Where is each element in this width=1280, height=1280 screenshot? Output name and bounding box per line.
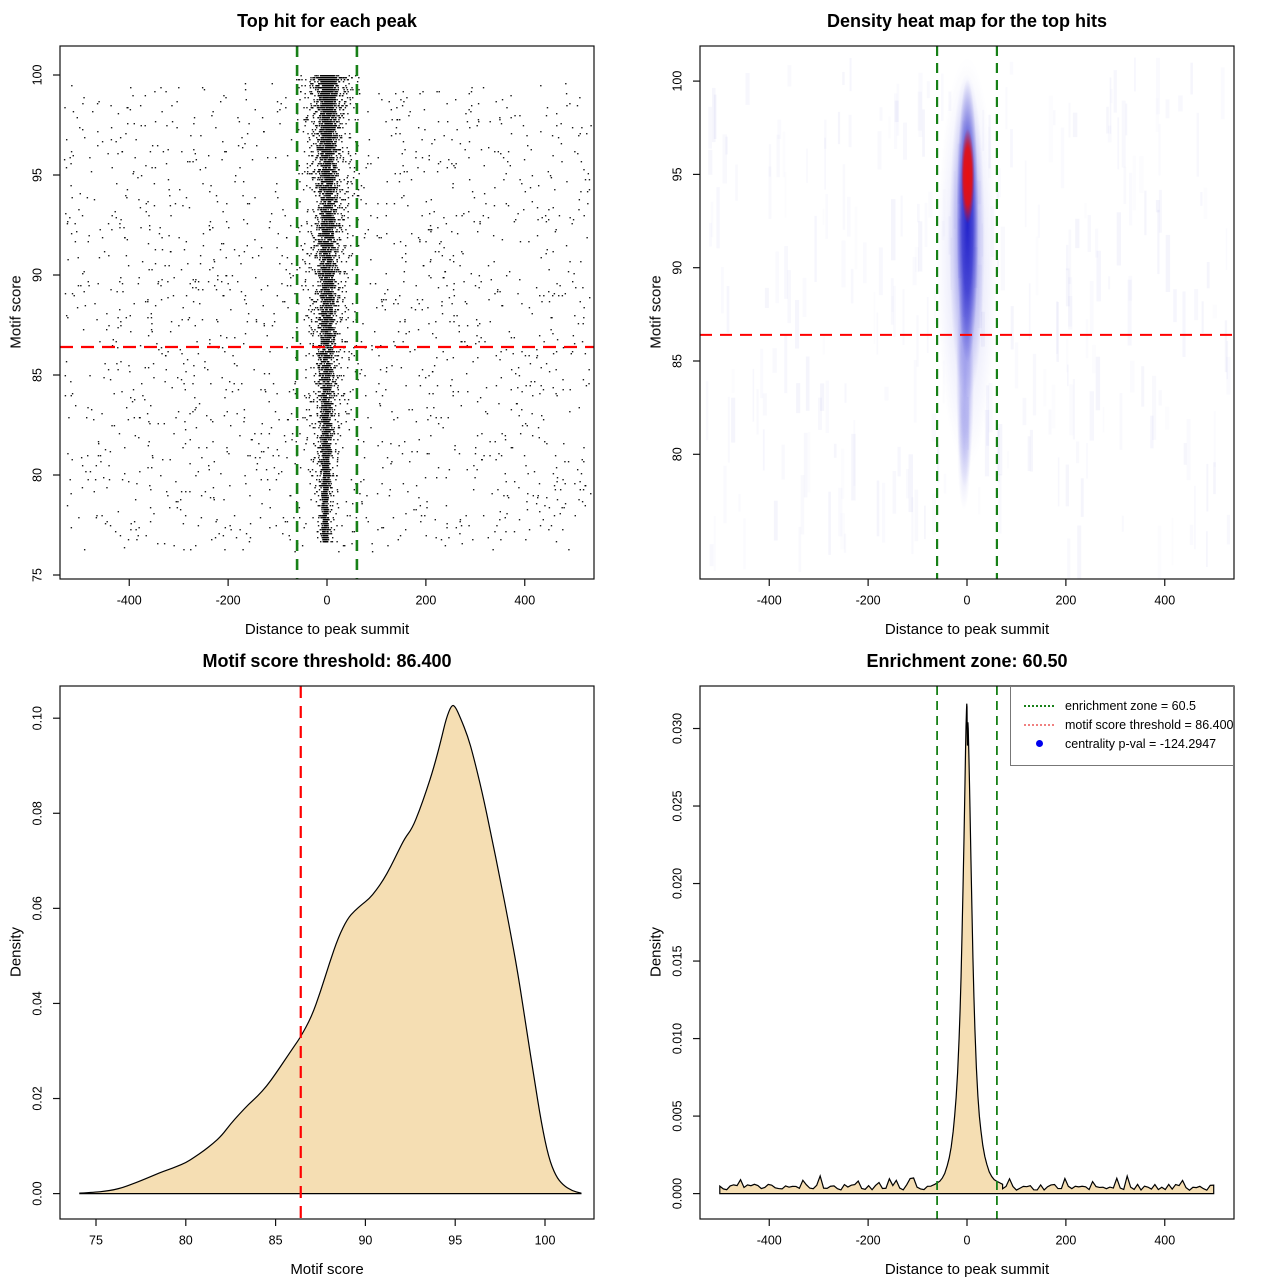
panel-density-heatmap: Density heat map for the top hits Motif … [640, 0, 1280, 640]
legend-label-enrichment-zone: enrichment zone = 60.5 [1065, 698, 1196, 713]
x-axis-label-enrichment: Distance to peak summit [884, 1261, 1050, 1278]
legend: enrichment zone = 60.5 motif score thres… [1010, 686, 1234, 766]
panel-title-enrichment: Enrichment zone: 60.50 [866, 651, 1068, 671]
panel-enrichment-zone-density: Enrichment zone: 60.50 Density Distance … [640, 640, 1280, 1280]
panel-title-scatter: Top hit for each peak [237, 11, 417, 31]
legend-label-motif-threshold: motif score threshold = 86.400 [1065, 717, 1234, 732]
blue-dot-icon [1023, 740, 1055, 747]
scatter-canvas [0, 0, 640, 640]
legend-row-motif-threshold: motif score threshold = 86.400 [1023, 715, 1234, 734]
panel-title-heatmap: Density heat map for the top hits [826, 11, 1108, 31]
panel-title-score-density: Motif score threshold: 86.400 [202, 651, 452, 671]
y-axis-label-score-density: Density [7, 926, 25, 978]
salmon-dotted-line-icon [1023, 723, 1055, 726]
legend-row-enrichment-zone: enrichment zone = 60.5 [1023, 696, 1229, 715]
x-axis-label-heatmap: Distance to peak summit [884, 621, 1050, 638]
x-axis-label-score-density: Motif score [290, 1261, 364, 1278]
y-axis-label-scatter: Motif score [7, 275, 25, 349]
score-density-canvas [0, 640, 640, 1280]
legend-label-centrality-pval: centrality p-val = -124.2947 [1065, 736, 1217, 751]
heatmap-canvas [640, 0, 1280, 640]
green-dotted-line-icon [1023, 704, 1055, 707]
y-axis-label-heatmap: Motif score [647, 275, 665, 349]
x-axis-label-scatter: Distance to peak summit [244, 621, 410, 638]
legend-row-centrality-pval: centrality p-val = -124.2947 [1023, 734, 1229, 753]
panel-top-hit-scatter: Top hit for each peak Motif score Distan… [0, 0, 640, 640]
y-axis-label-enrichment: Density [647, 926, 665, 978]
panel-motif-score-density: Motif score threshold: 86.400 Density Mo… [0, 640, 640, 1280]
